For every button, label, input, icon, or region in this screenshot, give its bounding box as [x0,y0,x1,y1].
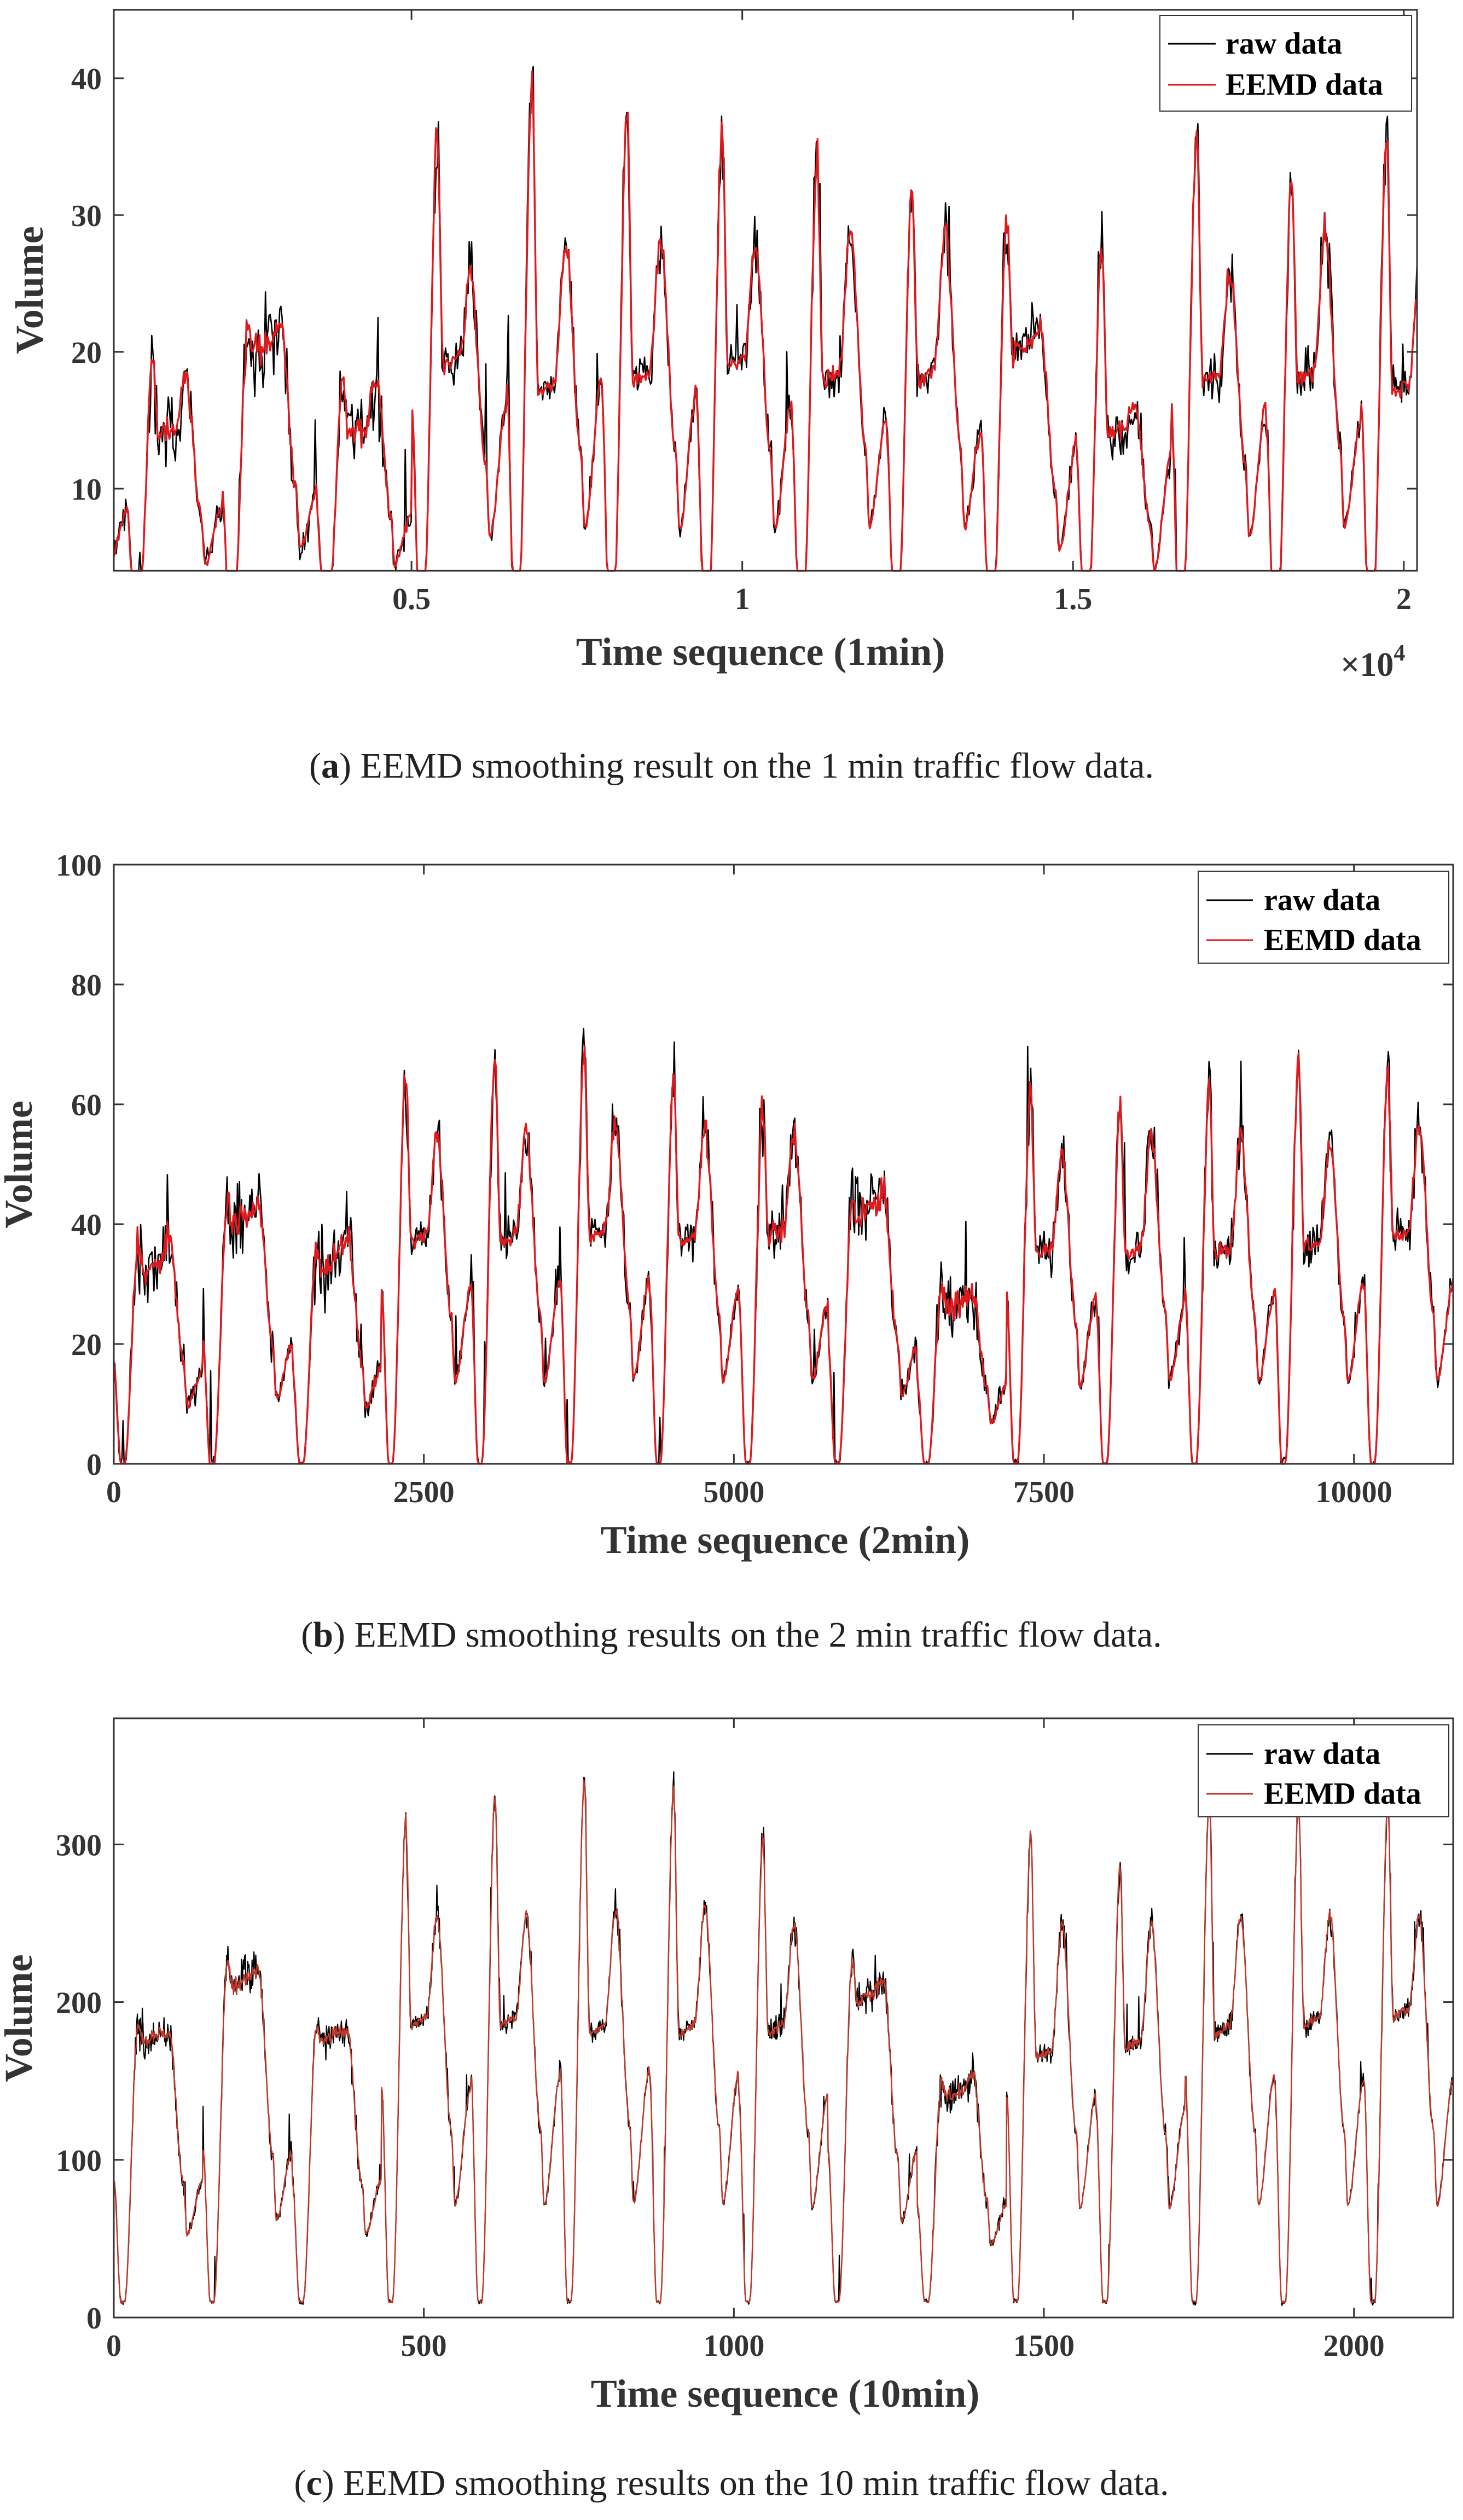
panel-a: 0.5 1 1.5 2 10 20 30 40 Volume Time sequence (1… [8,9,1418,683]
panel-c-legend-raw-label: raw data [1264,1737,1380,1771]
panel-b-ytick-label: 60 [71,1088,102,1122]
panel-c-legend-box [1198,1724,1449,1817]
panel-c-ytick-label: 0 [86,2302,102,2336]
panel-a-series-raw [113,66,1418,572]
caption-b-open: ( [301,1615,314,1655]
panel-c-ytick-label: 100 [56,2144,102,2178]
caption-a-letter: a [321,746,339,786]
panel-a-raw-line [113,66,1418,572]
caption-b-text: EEMD smoothing results on the 2 min traf… [345,1615,1162,1655]
panel-c-xtick-label: 500 [401,2329,447,2363]
panel-b-legend-raw-label: raw data [1264,883,1380,917]
caption-a-close: ) [339,746,351,786]
panel-a-series-eemd [113,71,1418,572]
panel-b-eemd-line [113,1045,1454,1465]
panel-b-legend-box [1198,871,1449,964]
panel-a-x-multiplier-exponent: 4 [1394,641,1405,666]
panel-b-xtick-label: 5000 [703,1475,764,1509]
panel-a-eemd-line [113,71,1418,572]
panel-b-ytick-label: 20 [71,1328,102,1362]
panel-b-plot-frame [113,864,1454,1465]
caption-a-text: EEMD smoothing result on the 1 min traff… [351,746,1154,786]
panel-b-xtick-label: 2500 [393,1475,455,1509]
panel-a-legend-box [1159,15,1412,112]
panel-a-legend-raw-label: raw data [1226,27,1342,61]
panel-c-ylabel: Volume [0,1954,40,2082]
panel-a-legend: raw data EEMD data [1159,15,1412,112]
caption-b: (b) EEMD smoothing results on the 2 min … [0,1614,1463,1656]
panel-c-xlabel: Time sequence (10min) [591,2372,980,2415]
panel-a-x-multiplier: ×104 [1340,641,1405,683]
panel-a-xtick-label: 0.5 [392,582,431,616]
panel-c-legend-eemd-label: EEMD data [1264,1777,1421,1811]
panel-b-ticks: 0 2500 5000 7500 10000 0 20 40 60 80 100 [56,849,1453,1509]
panel-c-xtick-label: 0 [106,2329,121,2363]
panel-b-ytick-label: 40 [71,1208,102,1242]
panel-a-xtick-label: 1 [735,582,750,616]
panel-a-ylabel: Volume [8,226,51,354]
panel-c-ytick-label: 200 [56,1986,102,2020]
panel-b-series-eemd [113,1045,1454,1465]
panel-c-series-eemd [113,1779,1454,2304]
panel-a-ytick-label: 30 [71,199,102,233]
panel-a-x-multiplier-base: ×10 [1340,646,1394,683]
panel-a-ticks: 0.5 1 1.5 2 10 20 30 40 [71,10,1417,616]
panel-b-ytick-label: 0 [86,1448,102,1482]
caption-c-open: ( [294,2463,306,2503]
panel-c-ticks: 0 500 1000 1500 2000 0 100 200 300 [56,1718,1453,2363]
caption-a: (a) EEMD smoothing result on the 1 min t… [0,745,1463,787]
caption-c-letter: c [306,2463,322,2503]
panel-b-xtick-label: 10000 [1316,1475,1392,1509]
panel-c-xtick-label: 1000 [703,2329,764,2363]
panel-b-ytick-label: 100 [56,849,102,883]
panel-c-xtick-label: 2000 [1323,2329,1385,2363]
caption-b-letter: b [313,1615,333,1655]
panel-b-ytick-label: 80 [71,969,102,1003]
panel-c-eemd-line [113,1779,1454,2304]
caption-b-close: ) [333,1615,345,1655]
panel-c-ytick-label: 300 [56,1829,102,1863]
panel-b-xlabel: Time sequence (2min) [601,1518,970,1562]
caption-c-text: EEMD smoothing results on the 10 min tra… [334,2463,1169,2503]
panel-c-plot-frame [113,1717,1454,2319]
panel-a-plot-frame [113,9,1418,572]
panel-a-legend-eemd-label: EEMD data [1226,68,1383,102]
panel-b: 0 2500 5000 7500 10000 0 20 40 60 80 100 Volume Ti… [0,849,1454,1562]
panel-a-xlabel: Time sequence (1min) [576,630,945,674]
panel-c: 0 500 1000 1500 2000 0 100 200 300 Volume Time s… [0,1717,1454,2415]
caption-c: (c) EEMD smoothing results on the 10 min… [0,2463,1463,2504]
panel-b-ylabel: Volume [0,1100,40,1228]
caption-a-open: ( [309,746,321,786]
caption-c-close: ) [322,2463,334,2503]
panel-a-xtick-label: 1.5 [1054,582,1092,616]
panel-c-legend: raw data EEMD data [1198,1724,1449,1817]
panel-b-legend: raw data EEMD data [1198,871,1449,964]
panel-c-xtick-label: 1500 [1013,2329,1075,2363]
panel-a-ytick-label: 10 [71,473,102,507]
panel-b-legend-eemd-label: EEMD data [1264,923,1421,957]
panel-a-xtick-label: 2 [1396,582,1412,616]
panel-b-xtick-label: 0 [106,1475,121,1509]
panel-a-ytick-label: 40 [71,62,102,96]
panel-a-ytick-label: 20 [71,336,102,370]
panel-b-xtick-label: 7500 [1013,1475,1075,1509]
